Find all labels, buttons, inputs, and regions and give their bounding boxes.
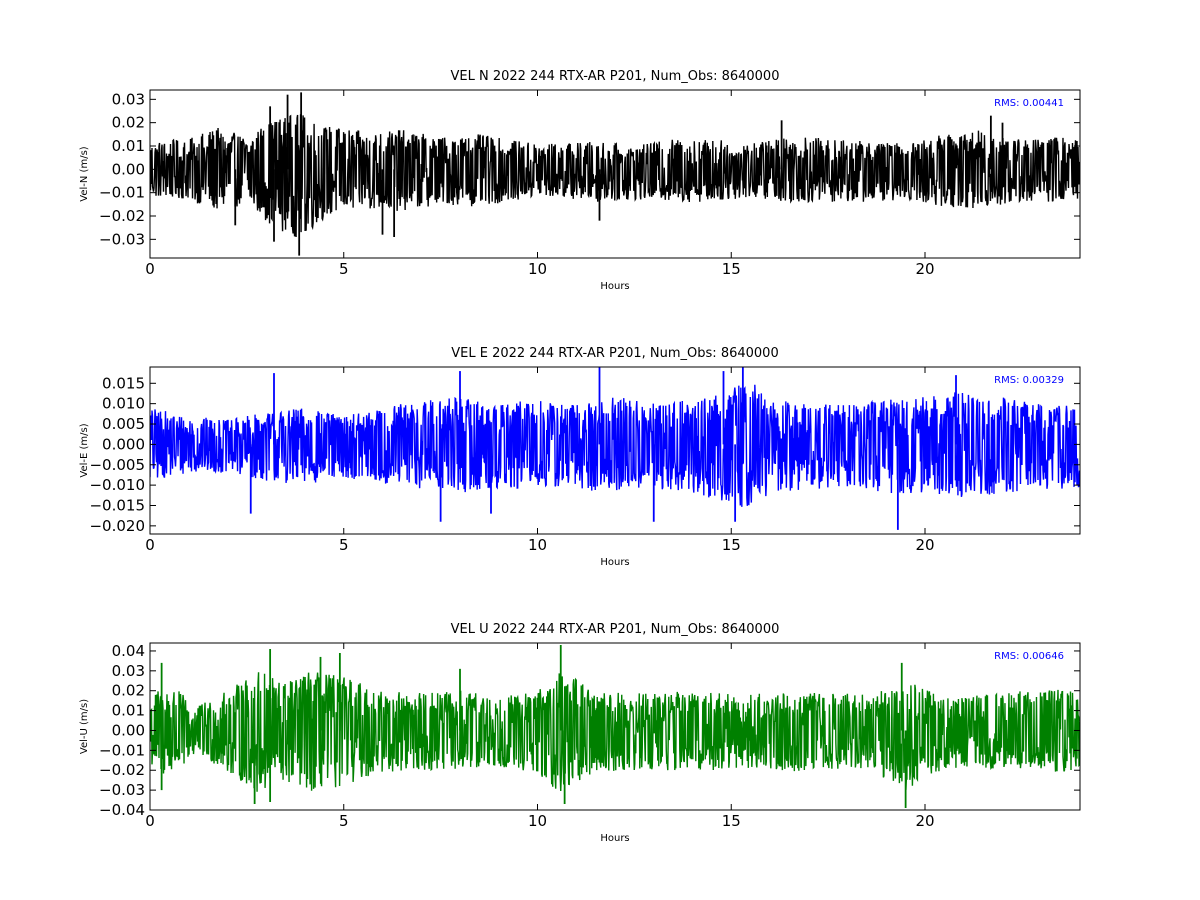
chart-2-series-line [150,384,1080,507]
chart-1: 0 5 10 15 20 −0.03 −0.02 −0.01 0.00 0.01 0.02 0.03 V… [79,69,1081,292]
chart-1-axes-frame [149,89,1081,259]
chart-2-title: VEL E 2022 244 RTX-AR P201, Num_Obs: 864… [451,346,778,361]
chart-3-x-tick-label-5: 20 [915,812,934,830]
chart-1-y-tick-label-1: −0.03 [99,230,145,248]
chart-3-axes-frame [149,642,1081,811]
chart-1-y-tick-label-3: −0.01 [99,184,145,202]
chart-3-y-tick-label-7: 0.02 [112,682,145,700]
chart-1-y-tick-label-7: 0.03 [112,90,145,108]
chart-2: 0 5 10 15 20 −0.020 −0.015 −0.010 −0.005 0.000 0.0… [79,346,1081,568]
chart-2-x-tick-label-2: 5 [339,536,349,554]
chart-1-x-tick-label-5: 20 [915,260,934,278]
chart-2-y-tick-label-8: 0.015 [102,374,145,392]
chart-1-x-tick-label-2: 5 [339,260,349,278]
chart-3-y-tick-label-2: −0.03 [99,781,145,799]
chart-1-title: VEL N 2022 244 RTX-AR P201, Num_Obs: 864… [451,69,780,84]
chart-1-x-axis-label: Hours [600,281,629,292]
chart-1-y-tick-label-4: 0.00 [112,160,145,178]
chart-2-y-tick-label-1: −0.020 [89,517,145,535]
chart-1-rms-annotation: RMS: 0.00441 [994,98,1064,109]
chart-3-x-tick-label-1: 0 [145,812,155,830]
chart-1-y-tick-label-5: 0.01 [112,137,145,155]
chart-3-y-tick-label-9: 0.04 [112,642,145,660]
chart-1-x-tick-label-1: 0 [145,260,155,278]
chart-3-x-axis-label: Hours [600,833,629,844]
chart-3-rms-annotation: RMS: 0.00646 [994,651,1064,662]
chart-3-x-tick-label-4: 15 [722,812,741,830]
chart-1-x-tick-label-3: 10 [528,260,547,278]
chart-1-series-line [150,114,1080,238]
chart-2-axes-frame [149,366,1081,535]
chart-3-y-tick-label-8: 0.03 [112,662,145,680]
chart-3-y-tick-label-4: −0.01 [99,741,145,759]
chart-3-y-tick-label-3: −0.02 [99,761,145,779]
chart-3-x-tick-label-3: 10 [528,812,547,830]
chart-2-y-tick-label-3: −0.010 [89,476,145,494]
chart-2-y-tick-label-5: 0.000 [102,435,145,453]
chart-2-y-tick-label-6: 0.005 [102,415,145,433]
chart-3-x-tick-label-2: 5 [339,812,349,830]
chart-2-x-tick-label-5: 20 [915,536,934,554]
chart-2-y-tick-label-7: 0.010 [102,395,145,413]
chart-3-y-tick-label-6: 0.01 [112,702,145,720]
chart-2-x-axis-label: Hours [600,557,629,568]
chart-2-x-tick-label-3: 10 [528,536,547,554]
chart-2-y-tick-label-2: −0.015 [89,496,145,514]
chart-1-y-tick-label-6: 0.02 [112,114,145,132]
chart-2-x-tick-label-1: 0 [145,536,155,554]
chart-2-y-tick-label-4: −0.005 [89,456,145,474]
chart-2-y-axis-label: Vel-E (m/s) [79,423,90,477]
chart-3-y-tick-label-5: 0.00 [112,721,145,739]
chart-3-y-tick-label-1: −0.04 [99,801,145,819]
chart-1-y-tick-label-2: −0.02 [99,207,145,225]
chart-1-x-tick-label-4: 15 [722,260,741,278]
chart-3: 0 5 10 15 20 −0.04 −0.03 −0.02 −0.01 0.000.01 0.02… [79,622,1081,844]
chart-3-y-axis-label: Vel-U (m/s) [79,699,90,754]
chart-1-y-axis-label: Vel-N (m/s) [79,146,90,201]
chart-2-rms-annotation: RMS: 0.00329 [994,375,1064,386]
chart-3-title: VEL U 2022 244 RTX-AR P201, Num_Obs: 864… [451,622,780,637]
chart-3-series-line [150,672,1080,792]
chart-2-x-tick-label-4: 15 [722,536,741,554]
